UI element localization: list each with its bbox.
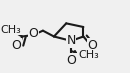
Text: O: O [12,39,21,52]
Text: CH₃: CH₃ [1,25,21,35]
Text: O: O [66,54,76,67]
Text: O: O [88,39,98,52]
Text: CH₃: CH₃ [78,51,99,60]
Text: N: N [66,34,76,47]
Text: O: O [28,27,38,40]
